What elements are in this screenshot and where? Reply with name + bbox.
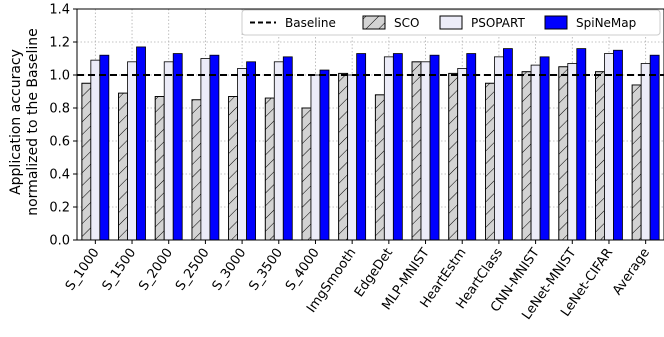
bar-spinemap: [613, 49, 623, 241]
legend-psopart-label: PSOPART: [471, 16, 525, 30]
y-tick-label: 1.4: [49, 3, 70, 18]
y-tick-label: 0.4: [49, 168, 70, 183]
x-tick-label: S_2000: [136, 246, 176, 294]
legend: Baseline SCO PSOPART SpiNeMap: [241, 9, 661, 36]
bar-psopart: [457, 68, 468, 241]
bar-spinemap: [172, 53, 183, 241]
bar-psopart: [383, 56, 394, 241]
y-tick-label: 0.8: [49, 102, 70, 117]
bar-psopart: [420, 61, 431, 241]
x-tick-label: S_4000: [283, 246, 323, 294]
bar-psopart: [567, 63, 578, 241]
bars: [81, 46, 660, 241]
x-tick-label: S_3000: [210, 246, 250, 294]
bar-sco-hatch: [154, 96, 165, 241]
bar-spinemap: [466, 53, 477, 241]
bar-sco-hatch: [448, 72, 459, 241]
bar-spinemap: [282, 56, 293, 241]
plot-frame: [76, 8, 664, 241]
x-tick-label: S_1500: [100, 246, 140, 294]
bar-psopart: [604, 53, 614, 241]
bar-sco-hatch: [118, 92, 128, 241]
legend-spinemap-swatch: [544, 15, 568, 30]
bar-psopart: [310, 74, 321, 241]
bar-psopart: [200, 58, 211, 241]
bar-psopart: [640, 63, 651, 241]
axes: [73, 8, 664, 244]
bar-sco-hatch: [374, 94, 385, 241]
bar-sco-hatch: [521, 71, 532, 241]
bar-sco-hatch: [631, 84, 642, 241]
bar-spinemap: [99, 54, 110, 241]
bar-spinemap: [576, 48, 587, 241]
bar-spinemap: [503, 48, 513, 241]
bar-psopart: [530, 64, 541, 241]
bar-psopart: [90, 59, 101, 241]
x-tick-label: S_2500: [173, 246, 213, 294]
bar-spinemap: [209, 54, 220, 241]
bar-sco-hatch: [301, 107, 312, 241]
y-tick-label: 0.2: [49, 201, 70, 216]
bar-sco-hatch: [558, 66, 569, 241]
y-tick-labels: 0.0 0.2 0.4 0.6 0.8 1.0 1.2 1.4: [49, 3, 70, 249]
y-tick-label: 1.0: [49, 69, 70, 84]
bar-psopart: [163, 61, 174, 241]
bar-spinemap: [649, 54, 660, 241]
y-tick-label: 0.6: [49, 135, 70, 150]
legend-psopart-swatch: [439, 15, 463, 30]
x-tick-labels: S_1000S_1500S_2000S_2500S_3000S_3500S_40…: [63, 246, 653, 323]
y-axis-label-line1: Application accuracy: [8, 49, 24, 195]
bar-sco-hatch: [228, 96, 238, 241]
bar-spinemap: [539, 56, 550, 241]
bar-psopart: [273, 61, 284, 241]
legend-sco-label: SCO: [394, 16, 419, 30]
bar-spinemap: [356, 53, 367, 241]
bar-spinemap: [392, 53, 403, 241]
bar-sco-hatch: [191, 99, 202, 241]
x-tick-label: S_3500: [246, 246, 286, 294]
y-tick-label: 1.2: [49, 36, 70, 51]
bar-sco-hatch: [485, 82, 495, 241]
bar-psopart: [347, 74, 358, 241]
bar-spinemap: [319, 69, 330, 241]
legend-spinemap-label: SpiNeMap: [576, 16, 636, 30]
legend-sco-hatch: [362, 15, 386, 30]
bar-sco-hatch: [81, 82, 92, 241]
bar-spinemap: [429, 54, 440, 241]
bar-psopart: [494, 56, 504, 241]
bar-psopart: [127, 61, 137, 241]
bar-sco-hatch: [595, 71, 605, 241]
bar-sco-hatch: [338, 72, 349, 241]
bar-sco-hatch: [411, 61, 422, 241]
y-tick-label: 0.0: [49, 234, 70, 249]
x-tick-label: S_1000: [63, 246, 103, 294]
legend-baseline-label: Baseline: [285, 16, 336, 30]
bar-psopart: [237, 68, 247, 241]
y-axis-label-line2: normalized to the Baseline: [25, 28, 41, 216]
bar-sco-hatch: [264, 97, 275, 241]
x-tick-label: Average: [610, 246, 653, 298]
bar-spinemap: [246, 61, 256, 241]
